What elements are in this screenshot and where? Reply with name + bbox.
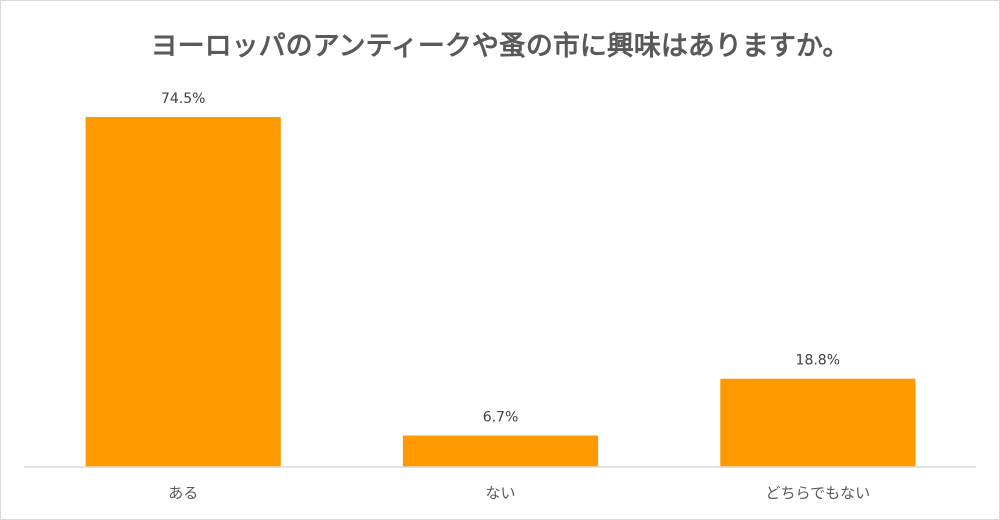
bar-0 <box>85 117 281 467</box>
data-label-0: 74.5% <box>161 91 205 107</box>
x-tick-label-1: ない <box>485 484 515 502</box>
bar-2 <box>720 378 916 467</box>
data-label-1: 6.7% <box>483 410 519 426</box>
data-label-2: 18.8% <box>796 353 840 369</box>
x-tick-label-2: どちらでもない <box>766 484 871 502</box>
chart-title: ヨーロッパのアンティークや蚤の市に興味はありますか。 <box>150 31 850 62</box>
bar-1 <box>402 435 599 467</box>
x-tick-label-0: ある <box>168 484 198 502</box>
